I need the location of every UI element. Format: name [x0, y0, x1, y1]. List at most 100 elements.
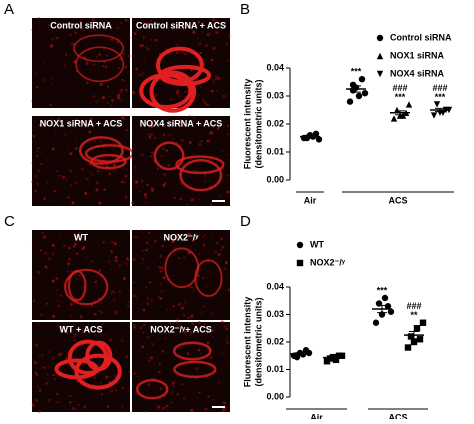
speckle	[90, 260, 94, 263]
speckle	[221, 245, 225, 249]
speckle	[121, 339, 124, 342]
speckle	[111, 38, 114, 41]
speckle	[187, 203, 189, 205]
speckle	[147, 359, 151, 362]
speckle	[69, 33, 72, 37]
speckle	[181, 306, 185, 310]
speckle	[98, 201, 102, 205]
y-tick-label: 0.00	[266, 174, 284, 184]
speckle	[218, 379, 220, 381]
tissue	[156, 46, 204, 84]
y-tick-label: 0.04	[266, 62, 284, 72]
speckle	[121, 116, 125, 120]
speckle	[160, 237, 162, 239]
speckle	[204, 174, 207, 178]
speckle	[186, 353, 189, 356]
speckle	[105, 333, 107, 336]
speckle	[192, 153, 195, 156]
speckle	[39, 249, 42, 252]
speckle	[146, 297, 150, 301]
speckle	[96, 181, 99, 185]
speckle	[121, 386, 125, 389]
speckle	[113, 298, 116, 301]
y-tick-label: 0.00	[266, 391, 284, 401]
speckle	[175, 235, 179, 239]
speckle	[150, 356, 154, 360]
micrograph	[132, 18, 230, 108]
speckle	[105, 375, 109, 379]
speckle	[175, 51, 179, 54]
point	[381, 294, 389, 302]
speckle	[207, 395, 210, 398]
speckle	[124, 66, 127, 69]
speckle	[200, 353, 202, 355]
speckle	[197, 366, 200, 369]
speckle	[75, 408, 78, 411]
speckle	[168, 322, 172, 325]
speckle	[133, 32, 137, 35]
speckle	[212, 80, 216, 84]
speckle	[189, 286, 192, 289]
speckle	[179, 28, 182, 30]
panel-label: C	[4, 213, 15, 230]
speckle	[68, 258, 72, 261]
speckle	[71, 201, 75, 205]
speckle	[66, 331, 69, 334]
speckle	[97, 133, 99, 135]
speckle	[225, 406, 228, 409]
point	[407, 333, 415, 340]
speckle	[70, 389, 72, 392]
speckle	[210, 32, 212, 35]
group-label: Air	[310, 412, 323, 419]
tissue	[67, 339, 109, 376]
speckle	[31, 162, 33, 164]
speckle	[165, 48, 168, 50]
speckle	[99, 82, 103, 86]
significance: ###	[392, 83, 407, 93]
speckle	[218, 381, 220, 384]
speckle	[60, 351, 64, 355]
speckle	[184, 53, 187, 56]
speckle	[201, 31, 204, 33]
speckle	[31, 28, 34, 31]
speckle	[182, 397, 186, 400]
tissue	[135, 378, 169, 400]
image-label: NOX1 siRNA + ACS	[40, 118, 123, 128]
speckle	[190, 408, 194, 412]
speckle	[71, 336, 73, 339]
speckle	[199, 198, 201, 200]
speckle	[133, 326, 136, 329]
panel-label: D	[240, 213, 251, 230]
speckle	[197, 274, 201, 278]
speckle	[215, 31, 219, 35]
speckle	[48, 350, 51, 353]
speckle	[99, 170, 101, 172]
speckle	[49, 398, 51, 401]
speckle	[125, 88, 128, 92]
speckle	[188, 115, 191, 118]
speckle	[142, 308, 146, 312]
speckle	[158, 362, 161, 365]
speckle	[123, 177, 125, 179]
speckle	[226, 336, 229, 339]
speckle	[73, 339, 76, 342]
speckle	[226, 124, 230, 128]
speckle	[197, 320, 201, 324]
speckle	[161, 266, 164, 270]
speckle	[186, 292, 188, 294]
speckle	[35, 154, 39, 158]
point	[376, 52, 384, 60]
speckle	[153, 116, 155, 119]
speckle	[153, 137, 156, 140]
speckle	[141, 243, 144, 245]
speckle	[107, 260, 111, 263]
speckle	[190, 68, 193, 72]
speckle	[209, 203, 213, 207]
speckle	[82, 246, 86, 249]
speckle	[113, 47, 115, 49]
speckle	[119, 91, 122, 93]
speckle	[128, 305, 130, 308]
speckle	[143, 323, 146, 326]
point	[410, 338, 418, 346]
speckle	[98, 53, 102, 56]
